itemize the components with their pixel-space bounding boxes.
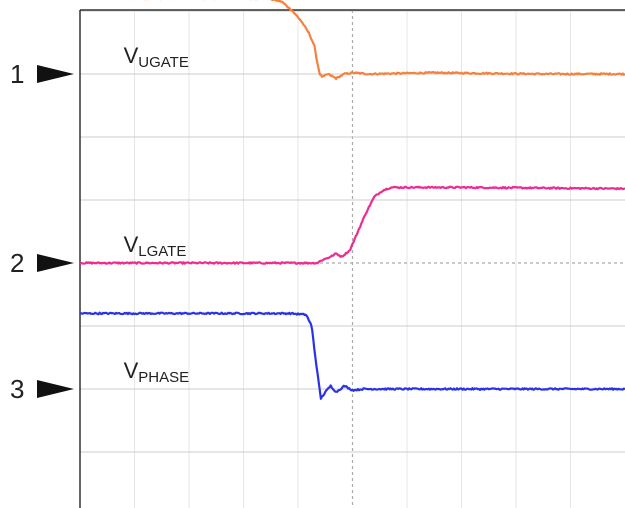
trace-ugate [86, 0, 625, 81]
channel-arrow-icon [37, 65, 74, 83]
channel-marker-2: 2 [10, 248, 74, 278]
label-ugate: VUGATE [124, 43, 189, 71]
channel-marker-3: 3 [10, 374, 74, 404]
channel-number: 2 [10, 248, 24, 278]
channel-marker-1: 1 [10, 59, 74, 89]
label-lgate: VLGATE [124, 232, 187, 260]
trace-lgate [79, 185, 625, 265]
channel-number: 3 [10, 374, 24, 404]
channel-arrow-icon [37, 254, 74, 272]
label-phase: VPHASE [124, 358, 190, 386]
trace-phase [80, 311, 625, 400]
channel-markers: 1 2 3 [10, 59, 74, 404]
trace-labels: VUGATE VLGATE VPHASE [124, 43, 190, 386]
channel-arrow-icon [37, 380, 74, 398]
channel-number: 1 [10, 59, 24, 89]
waveform-traces [79, 0, 625, 400]
